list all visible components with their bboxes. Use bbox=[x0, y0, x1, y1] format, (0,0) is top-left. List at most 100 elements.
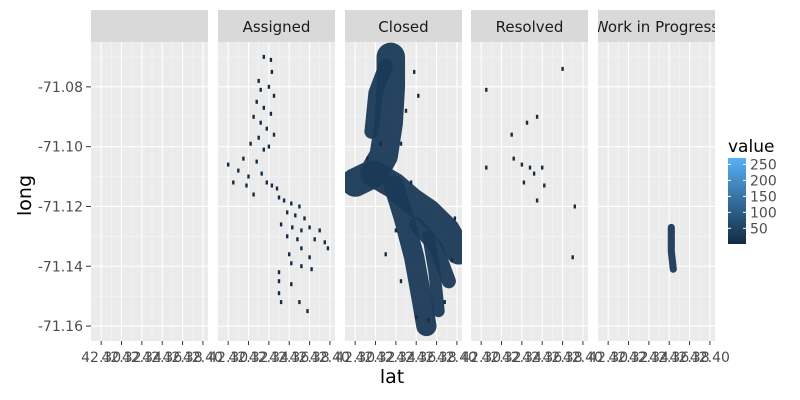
x-tick-label: 42.40 bbox=[563, 350, 603, 366]
heatmap-cell bbox=[277, 291, 281, 296]
heatmap-cell bbox=[291, 225, 294, 230]
y-tick-label: -71.16 bbox=[38, 319, 83, 335]
panel-data bbox=[667, 223, 677, 273]
panel-grid bbox=[218, 42, 335, 341]
heatmap-cell bbox=[323, 240, 326, 245]
x-tick-label: 42.38 bbox=[670, 350, 710, 366]
heatmap-cell bbox=[232, 180, 235, 185]
heatmap-cell bbox=[298, 300, 301, 305]
x-tick-label: 42.40 bbox=[310, 350, 350, 366]
x-tick-label: 42.40 bbox=[437, 350, 477, 366]
legend-label: 250 bbox=[750, 157, 777, 173]
heatmap-cell bbox=[237, 168, 240, 173]
x-tick-label: 42.30 bbox=[588, 350, 628, 366]
heatmap-cell bbox=[300, 246, 303, 251]
x-tick-label: 42.34 bbox=[122, 350, 162, 366]
panel-grid bbox=[598, 42, 715, 341]
heatmap-cell bbox=[399, 279, 403, 284]
heatmap-cell bbox=[541, 165, 544, 170]
x-tick-label: 42.30 bbox=[208, 350, 248, 366]
x-tick-label: 42.36 bbox=[142, 350, 182, 366]
heatmap-cell bbox=[249, 141, 252, 146]
x-tick-label: 42.36 bbox=[396, 350, 436, 366]
y-tick-label: -71.08 bbox=[38, 80, 83, 96]
heatmap-cell bbox=[267, 84, 271, 89]
heatmap-cell bbox=[399, 141, 403, 146]
heatmap-cluster bbox=[364, 58, 393, 139]
heatmap-cell bbox=[252, 192, 255, 197]
heatmap-cell bbox=[313, 237, 316, 242]
facet-strip-label: Resolved bbox=[496, 18, 564, 36]
heatmap-cell bbox=[255, 159, 258, 164]
panel-data bbox=[485, 66, 592, 301]
heatmap-cell bbox=[277, 279, 281, 284]
legend-colorbar bbox=[728, 158, 746, 244]
x-tick-label: 42.30 bbox=[81, 350, 121, 366]
heatmap-cell bbox=[394, 228, 398, 233]
heatmap-cell bbox=[277, 270, 281, 275]
y-tick-label: -71.10 bbox=[38, 140, 83, 156]
heatmap-cell bbox=[573, 204, 576, 209]
heatmap-cell bbox=[247, 174, 250, 179]
x-tick-label: 42.32 bbox=[101, 350, 141, 366]
heatmap-cell bbox=[532, 171, 536, 176]
facet-strip-label: Assigned bbox=[243, 18, 311, 36]
heatmap-cell bbox=[275, 186, 279, 191]
x-tick-label: 42.34 bbox=[629, 350, 669, 366]
heatmap-cell bbox=[512, 156, 515, 161]
x-tick-label: 42.34 bbox=[249, 350, 289, 366]
heatmap-cell bbox=[262, 147, 265, 152]
facet-strip-label: Work in Progress bbox=[594, 18, 719, 36]
panel-background bbox=[91, 42, 208, 341]
heatmap-cell bbox=[298, 204, 301, 209]
heatmap-cell bbox=[384, 252, 387, 257]
x-tick-label: 42.32 bbox=[608, 350, 648, 366]
heatmap-cell bbox=[417, 93, 420, 98]
heatmap-cell bbox=[366, 156, 369, 161]
heatmap-cell bbox=[561, 66, 564, 71]
panel-grid bbox=[471, 42, 588, 341]
heatmap-cell bbox=[510, 132, 513, 137]
heatmap-cell bbox=[450, 258, 453, 263]
heatmap-cell bbox=[485, 87, 488, 92]
heatmap-cell bbox=[260, 171, 263, 176]
heatmap-cell bbox=[443, 300, 446, 305]
heatmap-cell bbox=[270, 183, 274, 188]
heatmap-cell bbox=[286, 210, 289, 215]
heatmap-cell bbox=[300, 228, 303, 233]
heatmap-cell bbox=[318, 228, 321, 233]
x-tick-label: 42.32 bbox=[355, 350, 395, 366]
y-axis-title: long bbox=[14, 174, 36, 216]
heatmap-cell bbox=[257, 78, 260, 83]
facet-panel-4: Work in Progress 42.3042.3242.3442.3642.3… bbox=[588, 10, 730, 366]
x-tick-label: 42.40 bbox=[183, 350, 223, 366]
heatmap-cell bbox=[262, 105, 265, 110]
heatmap-cell bbox=[485, 165, 488, 170]
heatmap-cell bbox=[379, 141, 382, 146]
heatmap-cell bbox=[252, 114, 255, 119]
heatmap-cell bbox=[265, 126, 268, 131]
heatmap-cell bbox=[272, 93, 276, 98]
heatmap-cell bbox=[525, 120, 529, 125]
heatmap-cluster bbox=[383, 175, 437, 337]
heatmap-cell bbox=[245, 183, 248, 188]
x-tick-label: 42.32 bbox=[481, 350, 521, 366]
heatmap-cell bbox=[535, 114, 539, 119]
heatmap-cell bbox=[294, 213, 297, 218]
panel-background bbox=[598, 42, 715, 341]
heatmap-cell bbox=[543, 183, 546, 188]
heatmap-cell bbox=[308, 225, 311, 230]
x-tick-label: 42.30 bbox=[335, 350, 375, 366]
heatmap-cell bbox=[522, 180, 526, 185]
heatmap-cell bbox=[303, 216, 306, 221]
legend-label: 150 bbox=[750, 189, 777, 205]
heatmap-cell bbox=[242, 156, 245, 161]
heatmap-cell bbox=[427, 318, 430, 323]
y-tick-label: -71.12 bbox=[38, 199, 83, 215]
heatmap-cell bbox=[590, 297, 592, 301]
heatmap-cell bbox=[290, 282, 293, 287]
heatmap-cell bbox=[272, 132, 276, 137]
heatmap-cell bbox=[269, 57, 273, 62]
facet-strip bbox=[345, 10, 462, 42]
